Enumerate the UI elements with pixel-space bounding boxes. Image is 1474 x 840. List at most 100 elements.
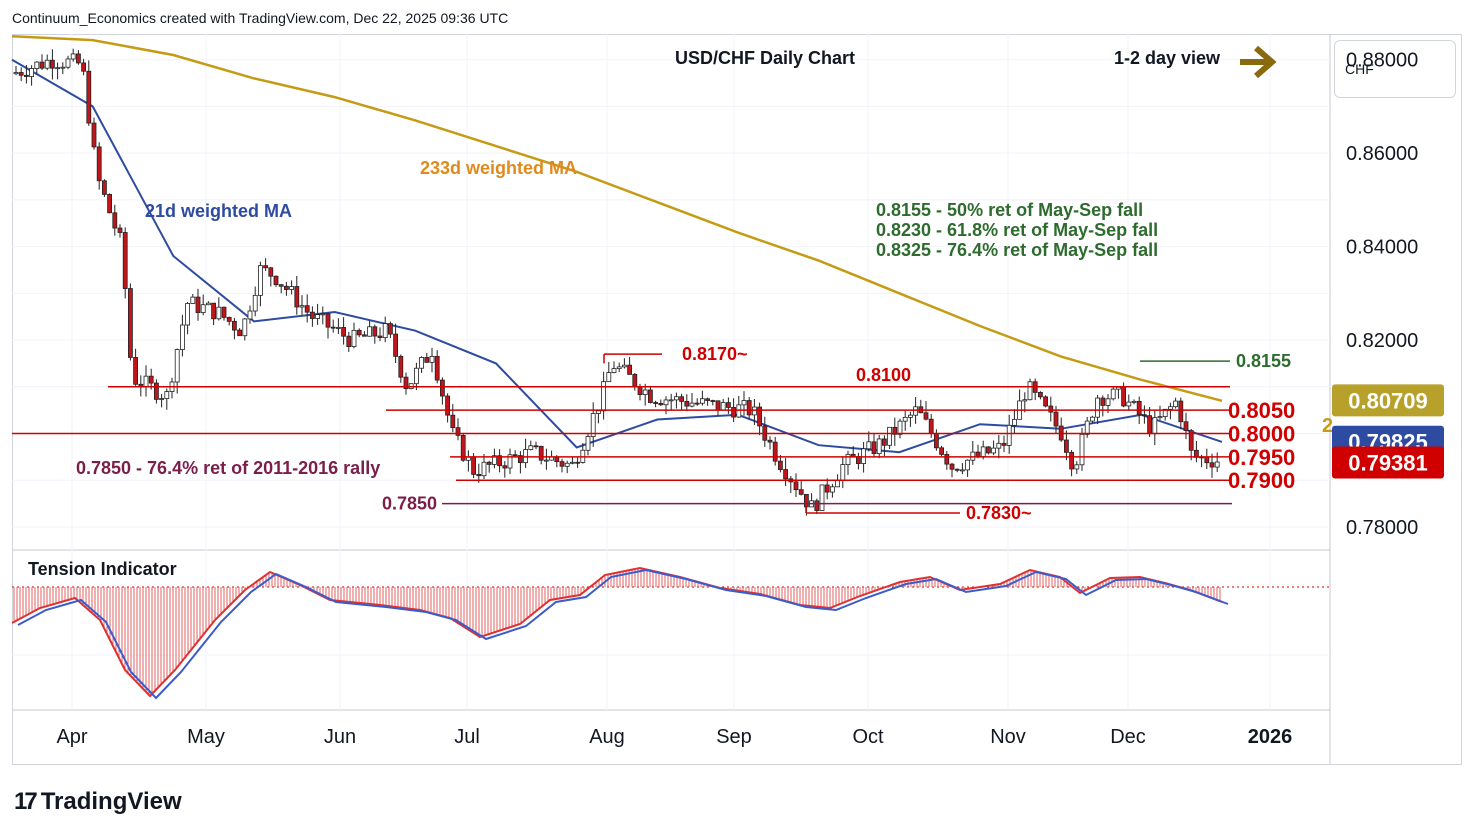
candle xyxy=(939,445,944,457)
candle xyxy=(50,49,55,80)
candle xyxy=(736,395,742,419)
level-8155-label: 0.8155 xyxy=(1236,351,1291,371)
candle xyxy=(970,440,976,465)
indicator-histogram xyxy=(13,568,1221,695)
candle xyxy=(159,393,165,408)
candle xyxy=(398,354,404,383)
candle xyxy=(18,67,24,82)
candle xyxy=(29,65,35,86)
candle xyxy=(257,261,263,307)
candle xyxy=(70,48,76,62)
candle xyxy=(273,275,279,287)
candle xyxy=(242,317,248,341)
candle xyxy=(315,303,321,325)
candle xyxy=(190,293,196,304)
candle xyxy=(361,331,367,337)
candle xyxy=(954,468,960,473)
arrow-right-icon xyxy=(1240,45,1277,79)
candle xyxy=(1183,412,1189,440)
candle xyxy=(949,462,955,478)
candle xyxy=(1006,414,1012,454)
left-note: 0.7850 - 76.4% ret of 2011-2016 rally xyxy=(76,458,380,478)
candle xyxy=(1032,378,1038,401)
candle xyxy=(627,356,632,375)
candle xyxy=(783,458,788,487)
candle xyxy=(1126,394,1132,411)
candle xyxy=(611,361,617,374)
candle xyxy=(778,455,783,473)
candle xyxy=(13,65,19,76)
candle xyxy=(1090,415,1095,424)
candle xyxy=(1064,430,1069,461)
candle xyxy=(518,451,523,474)
candle xyxy=(944,451,950,470)
candle xyxy=(1173,397,1178,409)
candle xyxy=(653,400,658,408)
fib-annotation-3: 0.8325 - 76.4% ret of May-Sep fall xyxy=(876,240,1158,260)
candle xyxy=(528,440,534,451)
candle xyxy=(247,305,253,324)
candles xyxy=(13,48,1220,516)
candle xyxy=(788,475,794,493)
candle xyxy=(934,429,939,451)
candle xyxy=(127,283,133,361)
candle xyxy=(1142,405,1147,424)
candle xyxy=(689,392,695,408)
candle xyxy=(882,435,887,457)
x-tick-label: Dec xyxy=(1110,726,1146,748)
currency-button[interactable]: CHF xyxy=(1334,40,1456,98)
candle xyxy=(648,385,653,404)
tradingview-logo-icon: 17 xyxy=(14,788,38,815)
candle xyxy=(419,356,425,373)
candle xyxy=(1027,378,1033,401)
candle xyxy=(1079,427,1085,471)
y-tick-label: 0.86000 xyxy=(1346,143,1418,165)
candle xyxy=(377,327,383,342)
candle xyxy=(1012,409,1017,434)
candle xyxy=(1178,397,1184,430)
candle xyxy=(585,432,591,456)
candle xyxy=(1074,461,1080,475)
candle xyxy=(694,398,700,406)
candle xyxy=(169,377,175,399)
candle xyxy=(960,463,965,475)
candle xyxy=(1157,405,1163,420)
candle xyxy=(674,392,679,409)
tradingview-logo[interactable]: 17 TradingView xyxy=(14,788,182,816)
candle xyxy=(356,328,362,338)
candle xyxy=(429,347,435,373)
candle xyxy=(112,204,118,236)
candle xyxy=(211,302,217,326)
x-tick-label: Jun xyxy=(324,726,356,748)
ma233-label: 233d weighted MA xyxy=(420,158,577,178)
candle xyxy=(481,453,487,479)
candle xyxy=(892,417,898,446)
candle xyxy=(81,58,86,76)
candle xyxy=(341,317,347,345)
candle xyxy=(871,433,877,458)
candle xyxy=(1147,407,1152,437)
candle xyxy=(538,445,544,465)
candle xyxy=(512,450,518,457)
candle xyxy=(382,316,388,343)
candle xyxy=(1209,453,1215,478)
candle xyxy=(195,288,201,321)
candle xyxy=(445,393,451,423)
candle xyxy=(1043,395,1048,408)
svg-text:0.80709: 0.80709 xyxy=(1348,388,1428,413)
candle xyxy=(606,361,612,383)
candle xyxy=(346,331,352,353)
candle xyxy=(845,450,851,475)
candle xyxy=(840,456,846,489)
candle xyxy=(491,448,497,469)
candle xyxy=(76,50,81,65)
candle xyxy=(309,306,315,327)
candle xyxy=(564,460,570,474)
candle xyxy=(533,441,539,450)
x-tick-label: Apr xyxy=(56,726,87,748)
candle xyxy=(663,396,669,415)
svg-text:0.79381: 0.79381 xyxy=(1348,450,1428,475)
candle xyxy=(632,372,638,391)
candle xyxy=(413,362,419,391)
